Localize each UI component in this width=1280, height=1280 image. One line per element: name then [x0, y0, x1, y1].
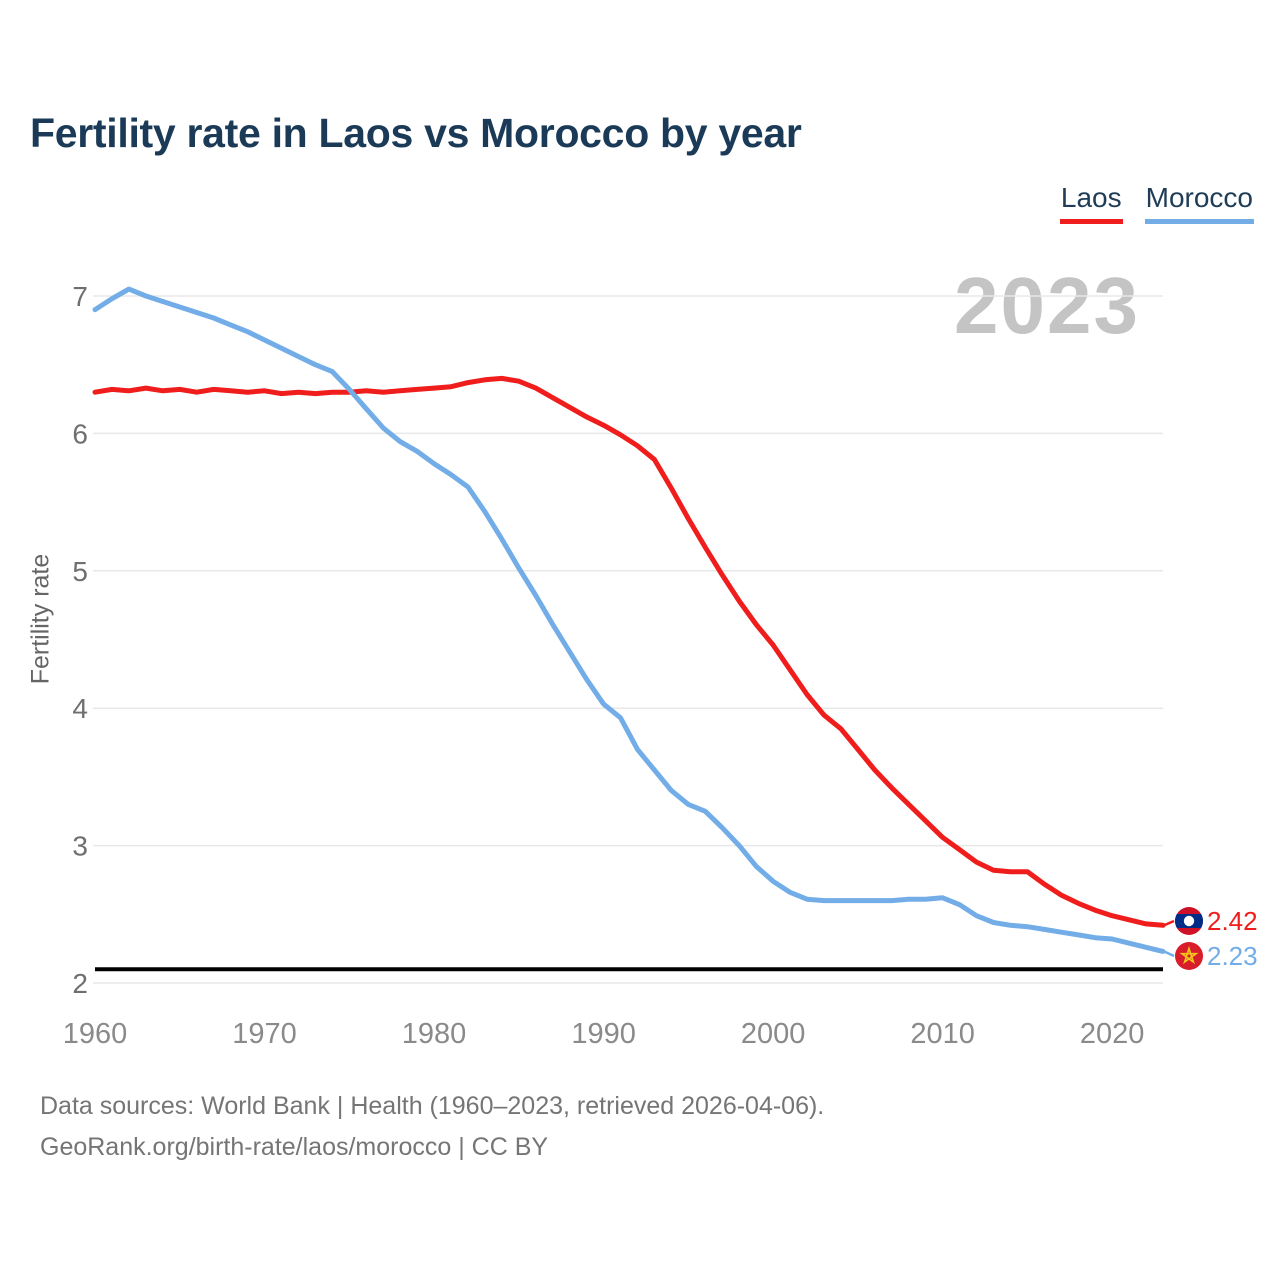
- x-tick-label: 2010: [910, 1018, 975, 1050]
- legend: Laos Morocco: [1059, 182, 1254, 224]
- laos-flag-moon: [1183, 915, 1195, 927]
- y-tick-label: 5: [72, 556, 88, 587]
- laos-line: [92, 375, 1166, 928]
- x-tick-label: 2020: [1080, 1018, 1145, 1050]
- y-tick-label: 2: [72, 968, 88, 999]
- series-layer: [92, 286, 1175, 972]
- morocco-flag-star: [1179, 945, 1199, 965]
- morocco-line: [92, 286, 1166, 954]
- morocco-connector: [1163, 950, 1175, 958]
- laos-connector: [1163, 919, 1175, 927]
- x-tick-label: 1980: [402, 1018, 467, 1050]
- data-sources-text: Data sources: World Bank | Health (1960–…: [40, 1092, 825, 1120]
- legend-item-laos[interactable]: Laos: [1059, 182, 1123, 224]
- morocco-end-value: 2.23: [1207, 941, 1258, 971]
- morocco-flag-red: [1175, 942, 1203, 970]
- morocco-flag-icon: [1175, 942, 1203, 970]
- attribution-text: GeoRank.org/birth-rate/laos/morocco | CC…: [40, 1133, 549, 1161]
- y-tick-label: 4: [72, 693, 88, 724]
- y-tick-label: 6: [72, 418, 88, 449]
- x-tick-label: 1960: [63, 1018, 128, 1050]
- y-tick-label: 7: [72, 281, 88, 312]
- chart-title: Fertility rate in Laos vs Morocco by yea…: [30, 110, 802, 156]
- x-tick-label: 1970: [232, 1018, 297, 1050]
- legend-item-morocco[interactable]: Morocco: [1144, 182, 1254, 224]
- laos-flag-icon: [1175, 907, 1203, 935]
- x-tick-label: 1990: [571, 1018, 636, 1050]
- footer: Data sources: World Bank | Health (1960–…: [40, 1086, 824, 1168]
- x-tick-label: 2000: [741, 1018, 806, 1050]
- y-tick-label: 3: [72, 831, 88, 862]
- year-watermark: 2023: [954, 261, 1140, 350]
- grid-layer: 2 3 4 5 6 7 1960 1970 1980 1990 2000 2010 2020: [63, 281, 1163, 1050]
- laos-end-value: 2.42: [1207, 906, 1258, 936]
